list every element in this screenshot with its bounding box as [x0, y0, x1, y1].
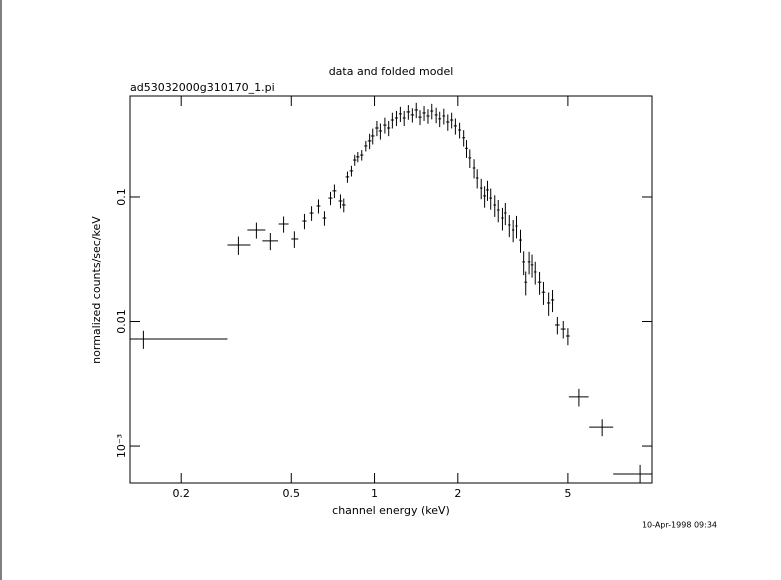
- x-tick-label: 0.2: [172, 487, 190, 500]
- timestamp: 10-Apr-1998 09:34: [642, 521, 717, 530]
- y-tick-label: 0.01: [115, 309, 128, 334]
- x-tick-label: 1: [371, 487, 378, 500]
- chart-title: data and folded model: [329, 65, 454, 78]
- y-tick-label: 10⁻³: [115, 434, 128, 458]
- y-axis-label: normalized counts/sec/keV: [90, 216, 103, 364]
- x-tick-label: 5: [564, 487, 571, 500]
- plot-frame: [129, 95, 653, 484]
- chart-subtitle: ad53032000g310170_1.pi: [130, 81, 275, 94]
- x-tick-label: 0.5: [283, 487, 301, 500]
- y-tick-label: 0.1: [115, 188, 128, 206]
- x-axis-label: channel energy (keV): [332, 504, 450, 517]
- data-area: [130, 102, 652, 483]
- x-tick-label: 2: [454, 487, 461, 500]
